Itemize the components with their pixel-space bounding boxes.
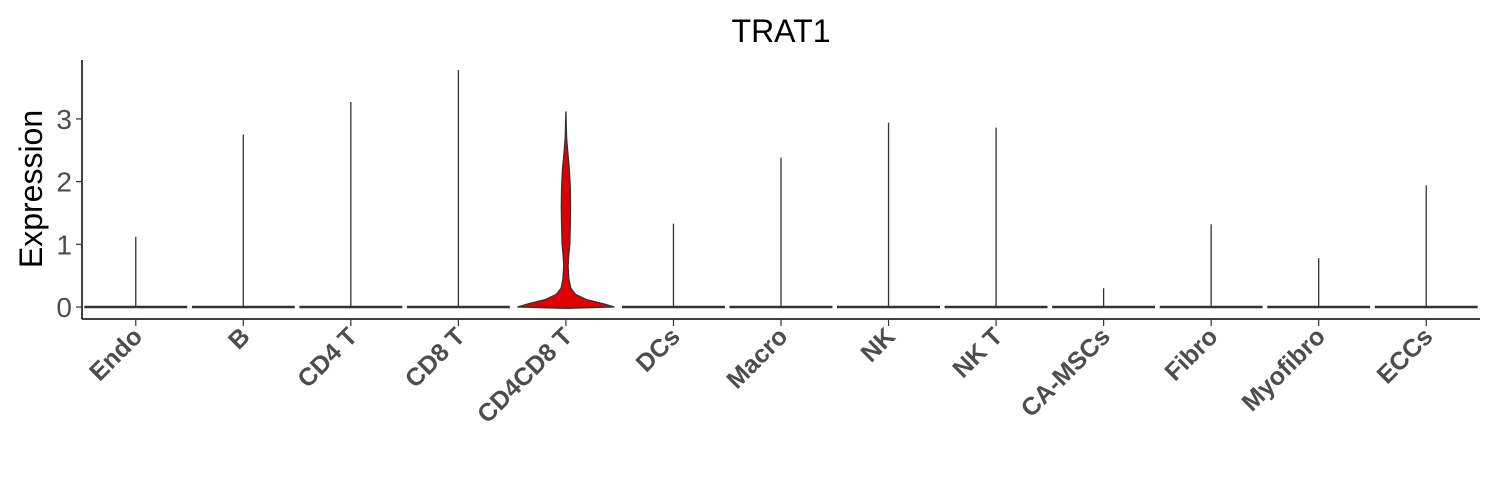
violin-body — [191, 305, 295, 309]
x-tick-label: ECCs — [1372, 322, 1439, 389]
violin-body — [944, 305, 1048, 309]
violin-dcs — [622, 223, 725, 309]
x-tick-label: CA-MSCs — [1016, 322, 1116, 422]
violin-body — [729, 305, 833, 309]
x-tick-label: Fibro — [1159, 322, 1223, 386]
x-tick-label: CD4CD8 T — [472, 322, 578, 428]
violin-body — [1374, 305, 1478, 309]
x-tick-label: NK — [855, 322, 900, 367]
violin-body — [1159, 305, 1263, 309]
violin-cd4cd8-t — [517, 111, 615, 309]
violin-ca-mscs — [1052, 288, 1156, 309]
y-axis-label: Expression — [13, 110, 49, 268]
violin-body — [1052, 305, 1156, 309]
violin-myofibro — [1267, 258, 1371, 309]
violin-b — [191, 134, 295, 309]
chart-title: TRAT1 — [732, 13, 831, 49]
violin-body — [84, 305, 188, 309]
violin-endo — [84, 236, 188, 309]
x-tick-label: B — [223, 322, 256, 355]
x-tick-label: Myofibro — [1237, 322, 1331, 416]
x-tick-label: DCs — [631, 322, 686, 377]
x-tick-label: Macro — [721, 322, 793, 394]
violin-series — [84, 69, 1478, 309]
violin-body — [299, 305, 403, 309]
violin-nk-t — [944, 127, 1048, 309]
x-tick-label: Endo — [84, 322, 148, 386]
y-tick-label: 3 — [56, 104, 72, 135]
violin-body — [1267, 305, 1371, 309]
violin-body — [837, 305, 940, 309]
violin-fibro — [1159, 224, 1263, 309]
x-axis-ticks: Endo B CD4 T CD8 T CD4CD8 T DCs Macro NK NK T CA-… — [84, 319, 1438, 429]
violin-eccs — [1374, 185, 1478, 309]
violin-macro — [729, 157, 833, 309]
x-tick-label: NK T — [947, 322, 1008, 383]
violin-body — [517, 111, 615, 309]
y-tick-label: 2 — [56, 167, 72, 198]
violin-nk — [837, 122, 940, 309]
violin-cd4-t — [299, 101, 403, 309]
y-axis-ticks: 0 1 2 3 — [56, 104, 82, 323]
violin-body — [406, 305, 510, 309]
violin-cd8-t — [406, 69, 510, 309]
y-tick-label: 0 — [56, 292, 72, 323]
y-tick-label: 1 — [56, 229, 72, 260]
x-tick-label: CD8 T — [400, 322, 471, 393]
violin-body — [622, 305, 725, 309]
x-tick-label: CD4 T — [292, 322, 363, 393]
